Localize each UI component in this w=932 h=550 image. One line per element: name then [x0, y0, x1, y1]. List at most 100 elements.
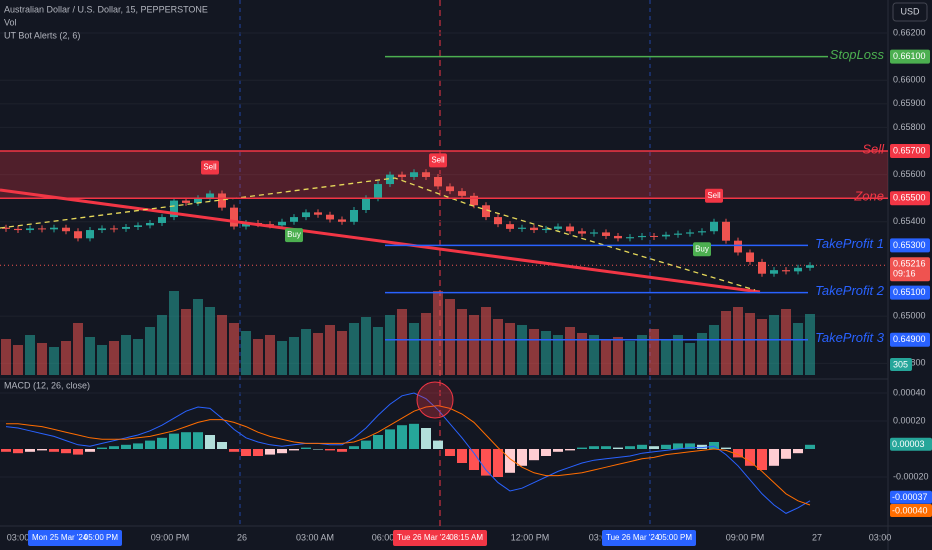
candle: [74, 231, 82, 239]
candle: [314, 212, 322, 215]
macd-histogram-bar: [49, 449, 59, 452]
volume-bar: [373, 327, 383, 375]
candle: [458, 191, 466, 196]
x-tick-label: 27: [812, 532, 822, 542]
candle: [806, 265, 814, 268]
volume-bar: [457, 309, 467, 375]
candle: [350, 210, 358, 222]
candle: [566, 226, 574, 232]
under-layer: [0, 32, 888, 478]
macd-histogram-bar: [445, 449, 455, 456]
candle: [86, 230, 94, 239]
level-price-tag: [890, 191, 930, 206]
volume-bar: [757, 319, 767, 375]
level-price: 0.66100: [893, 51, 926, 61]
candle: [494, 217, 502, 225]
candle: [554, 226, 562, 229]
candle: [674, 233, 682, 235]
x-highlight-time: 05:00 PM: [658, 533, 693, 542]
volume-bar: [697, 333, 707, 375]
volume-bar: [577, 333, 587, 375]
macd-histogram-bar: [109, 446, 119, 450]
volume-bar: [277, 341, 287, 375]
candle: [686, 232, 694, 234]
macd-histogram-bar: [361, 440, 371, 450]
candle: [98, 228, 106, 231]
y2-tick-label: 0.00040: [893, 387, 926, 397]
y-tick-label: 0.66200: [893, 27, 926, 37]
volume-bar: [241, 331, 251, 375]
volume-bar: [541, 331, 551, 375]
volume-bar: [85, 337, 95, 375]
candle: [650, 235, 658, 237]
volume-bar: [169, 291, 179, 375]
signal-tag: [429, 153, 447, 168]
volume-bar: [349, 323, 359, 375]
candle: [302, 212, 310, 218]
volume-bar: [121, 335, 131, 375]
macd-histogram-bar: [349, 446, 359, 450]
macd-histogram-bar: [793, 449, 803, 454]
volume-bar: [13, 345, 23, 375]
macd-histogram-bar: [673, 443, 683, 450]
candle: [722, 221, 730, 241]
macd-value: 0.00003: [892, 439, 925, 449]
candle: [182, 200, 190, 203]
macd-histogram-bar: [493, 449, 503, 477]
macd-histogram-bar: [781, 449, 791, 459]
volume-bar: [193, 299, 203, 375]
signal-tag: [705, 188, 723, 203]
volume-bar: [589, 335, 599, 375]
level-price-tag: [890, 144, 930, 159]
candle: [638, 235, 646, 238]
macd-histogram-bar: [97, 447, 107, 450]
current-price-tag: [890, 257, 930, 282]
volume-bar: [781, 309, 791, 375]
signal-label: Buy: [287, 230, 301, 239]
candle: [626, 237, 634, 239]
macd-title: MACD (12, 26, close): [4, 380, 90, 390]
volume-bar: [25, 335, 35, 375]
level-price-tag: [890, 285, 930, 300]
symbol-title: Australian Dollar / U.S. Dollar, 15, PEP…: [4, 4, 208, 14]
macd-histogram-bar: [25, 449, 35, 452]
volume-value: 305: [893, 359, 908, 369]
candle: [506, 224, 514, 229]
volume-bar: [481, 307, 491, 375]
macd-value: -0.00040: [892, 505, 928, 515]
macd-histogram-bar: [661, 444, 671, 450]
candle: [170, 200, 178, 218]
volume-bar: [361, 317, 371, 375]
currency-box[interactable]: [892, 2, 928, 22]
volume-bar: [61, 341, 71, 375]
macd-histogram-bar: [601, 446, 611, 450]
volume-bar: [409, 323, 419, 375]
volume-bar: [397, 309, 407, 375]
volume-bar: [289, 337, 299, 375]
macd-histogram-bar: [757, 449, 767, 470]
candle: [146, 222, 154, 226]
x-highlight-box: [28, 530, 122, 546]
volume-bar: [133, 339, 143, 375]
candle: [758, 261, 766, 274]
volume-tag: [890, 358, 912, 371]
level-price: 0.64900: [893, 334, 926, 344]
candle: [14, 228, 22, 231]
macd-histogram-bar: [409, 423, 419, 450]
volume-bar: [505, 323, 515, 375]
candle: [770, 270, 778, 274]
macd-histogram-bar: [73, 449, 83, 455]
macd-histogram-bar: [193, 432, 203, 450]
volume-bar: [793, 323, 803, 375]
macd-histogram-bar: [205, 435, 215, 450]
macd-histogram-bar: [805, 444, 815, 450]
candle: [326, 214, 334, 220]
x-tick-label: 03:00: [869, 532, 892, 542]
candle: [26, 228, 34, 231]
currency[interactable]: USD: [900, 6, 920, 16]
dashed-path: [0, 177, 756, 291]
volume-bar: [265, 335, 275, 375]
macd-histogram-bar: [229, 449, 239, 452]
macd-histogram-bar: [709, 442, 719, 450]
